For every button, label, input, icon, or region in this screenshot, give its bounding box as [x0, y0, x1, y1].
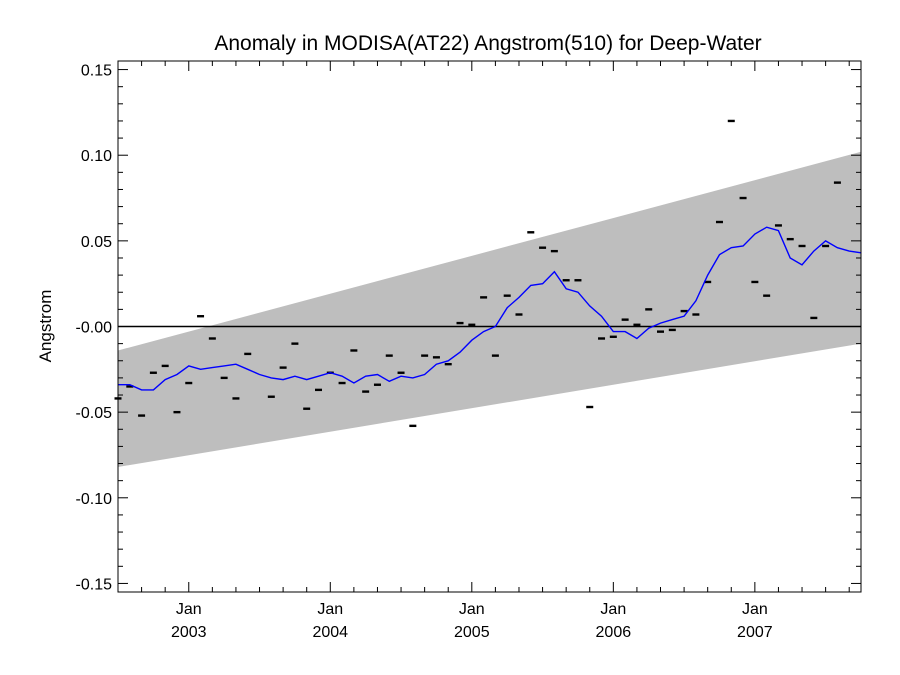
- x-tick-month-label: Jan: [459, 601, 485, 618]
- y-tick-label: -0.15: [76, 576, 113, 593]
- confidence-band: [118, 151, 861, 467]
- y-tick-label: 0.15: [81, 63, 112, 80]
- x-tick-year-label: 2007: [737, 624, 773, 641]
- y-tick-label: -0.00: [76, 320, 113, 337]
- x-tick-year-label: 2006: [596, 624, 632, 641]
- smoothed-anomaly-line: [118, 226, 862, 391]
- monthly-anomaly-markers: [114, 119, 841, 428]
- y-tick-label: 0.05: [81, 234, 112, 251]
- plot-axes: 0.15 0.10 0.05 -0.00 -0.05 -0.10 -0.15 Jan 2003 J…: [76, 60, 862, 641]
- x-tick-month-label: Jan: [742, 601, 768, 618]
- x-tick-year-label: 2003: [171, 624, 207, 641]
- x-tick-month-label: Jan: [176, 601, 202, 618]
- y-tick-label: -0.05: [76, 405, 113, 422]
- band-area: [118, 151, 861, 467]
- y-tick-label: -0.10: [76, 491, 113, 508]
- y-tick-label: 0.10: [81, 148, 112, 165]
- x-tick-year-label: 2005: [454, 624, 490, 641]
- chart-title: Anomaly in MODISA(AT22) Angstrom(510) fo…: [214, 32, 761, 55]
- x-tick-month-label: Jan: [600, 601, 626, 618]
- x-tick-year-label: 2004: [312, 624, 348, 641]
- y-axis-label: Angstrom: [36, 290, 55, 363]
- smoothed-line: [118, 226, 862, 391]
- x-tick-month-label: Jan: [317, 601, 343, 618]
